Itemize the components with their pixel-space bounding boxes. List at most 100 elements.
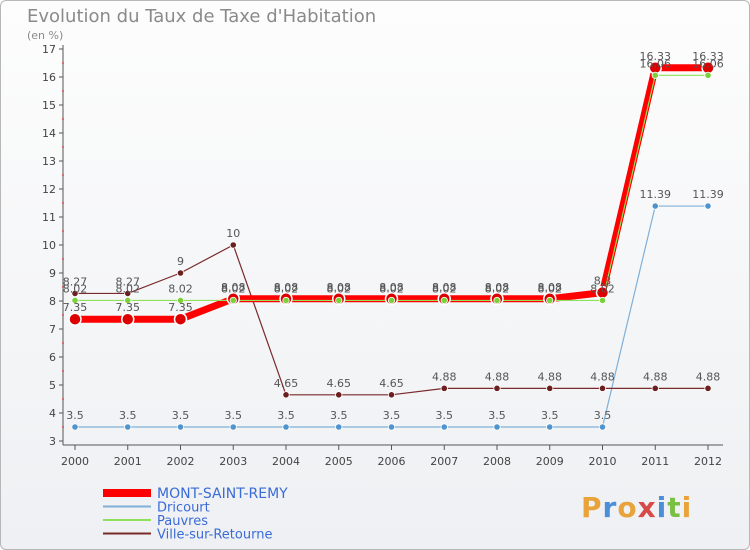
- data-label: 8.08: [538, 281, 563, 294]
- data-label: 4.65: [327, 377, 352, 390]
- data-label: 7.35: [168, 301, 193, 314]
- data-point: [651, 202, 659, 210]
- data-label: 8.02: [327, 282, 352, 295]
- data-label: 3.5: [66, 409, 84, 422]
- x-tick-label: 2012: [694, 455, 722, 468]
- data-label: 3.5: [383, 409, 401, 422]
- y-tick-label: 17: [42, 43, 56, 56]
- y-tick-label: 8: [49, 295, 56, 308]
- data-label: 8.02: [168, 282, 193, 295]
- data-label: 8.02: [432, 282, 457, 295]
- data-label: 8.08: [485, 281, 510, 294]
- y-minor-tick: [62, 342, 64, 344]
- data-label: 16.06: [640, 57, 672, 70]
- data-label: 8.08: [327, 281, 352, 294]
- data-point: [71, 289, 79, 298]
- data-point: [282, 391, 290, 399]
- data-label: 8.08: [221, 281, 246, 294]
- data-label: 8.3: [594, 275, 612, 288]
- y-minor-tick: [62, 118, 64, 120]
- x-tick-label: 2000: [61, 455, 89, 468]
- data-point: [651, 71, 659, 79]
- y-tick-label: 5: [49, 379, 56, 392]
- chart-subtitle: (en %): [27, 29, 64, 42]
- data-label: 3.5: [172, 409, 190, 422]
- y-tick-label: 7: [49, 323, 56, 336]
- x-tick-label: 2004: [272, 455, 300, 468]
- data-label: 3.5: [436, 409, 454, 422]
- data-label: 3.5: [488, 409, 506, 422]
- y-tick-label: 16: [42, 71, 56, 84]
- y-tick-label: 11: [42, 211, 56, 224]
- data-point: [651, 384, 659, 392]
- data-point: [229, 423, 237, 431]
- data-label: 11.39: [692, 188, 724, 201]
- x-tick-label: 2011: [641, 455, 669, 468]
- x-tick-label: 2001: [114, 455, 142, 468]
- logo-letter: r: [602, 491, 618, 524]
- data-label: 8.08: [432, 281, 457, 294]
- y-tick-label: 14: [42, 127, 56, 140]
- y-tick-label: 4: [49, 407, 56, 420]
- data-point: [387, 423, 396, 431]
- data-point: [546, 384, 554, 392]
- y-minor-tick: [62, 62, 64, 64]
- y-minor-tick: [62, 174, 64, 176]
- series-line-pauvres: [75, 74, 708, 302]
- data-label: 8.02: [590, 282, 615, 295]
- data-label: 8.02: [116, 282, 141, 295]
- data-point: [335, 423, 343, 431]
- proxiti-logo: Proxiti: [581, 491, 692, 524]
- data-label: 10: [226, 227, 240, 240]
- data-point: [335, 296, 343, 305]
- data-label: 8.02: [274, 282, 299, 295]
- chart-title: Evolution du Taux de Taxe d'Habitation: [27, 6, 377, 27]
- data-label: 4.88: [485, 370, 510, 383]
- data-label: 7.35: [116, 301, 141, 314]
- data-point: [71, 296, 79, 305]
- y-minor-tick: [62, 202, 64, 204]
- data-label: 4.88: [590, 370, 615, 383]
- legend-label: Pauvres: [157, 514, 208, 529]
- y-minor-tick: [62, 230, 64, 232]
- y-tick-label: 6: [49, 351, 56, 364]
- data-label: 4.88: [538, 370, 563, 383]
- y-tick-label: 12: [42, 183, 56, 196]
- data-point: [229, 241, 237, 249]
- y-minor-tick: [62, 286, 64, 288]
- data-label: 8.02: [63, 282, 88, 295]
- data-point: [282, 296, 290, 305]
- data-label: 4.65: [274, 377, 299, 390]
- data-point: [493, 423, 501, 431]
- data-label: 4.65: [379, 377, 404, 390]
- data-label: 8.27: [116, 275, 141, 288]
- data-point: [493, 384, 501, 392]
- data-label: 3.5: [119, 409, 137, 422]
- data-point: [387, 296, 396, 305]
- data-label: 3.5: [594, 409, 612, 422]
- data-point: [598, 384, 607, 392]
- data-label: 16.33: [692, 50, 724, 63]
- data-point: [124, 296, 132, 305]
- data-point: [440, 384, 448, 392]
- data-label: 4.88: [696, 370, 721, 383]
- y-minor-tick: [62, 314, 64, 316]
- x-tick-label: 2006: [378, 455, 406, 468]
- x-tick-label: 2005: [325, 455, 353, 468]
- logo-letter: i: [681, 491, 693, 524]
- data-point: [704, 71, 712, 79]
- data-label: 4.88: [432, 370, 457, 383]
- data-label: 3.5: [330, 409, 348, 422]
- data-point: [546, 423, 554, 431]
- y-tick-label: 3: [49, 435, 56, 448]
- logo-letter: o: [617, 491, 638, 524]
- y-minor-tick: [62, 426, 64, 428]
- legend-label: Ville-sur-Retourne: [157, 528, 272, 543]
- data-label: 3.5: [541, 409, 559, 422]
- data-label: 16.06: [692, 57, 724, 70]
- x-tick-label: 2010: [589, 455, 617, 468]
- data-point: [173, 312, 188, 326]
- data-label: 8.02: [221, 282, 246, 295]
